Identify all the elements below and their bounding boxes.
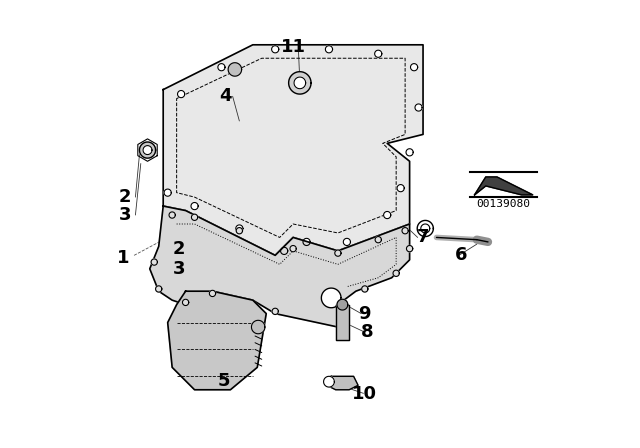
Polygon shape <box>303 238 310 246</box>
Text: 10: 10 <box>352 385 378 403</box>
Text: 9: 9 <box>358 305 371 323</box>
Polygon shape <box>294 77 306 89</box>
Polygon shape <box>163 45 423 255</box>
Polygon shape <box>335 250 341 256</box>
Polygon shape <box>362 286 368 292</box>
Polygon shape <box>336 305 349 340</box>
Text: 00139080: 00139080 <box>477 199 531 209</box>
Polygon shape <box>164 189 172 196</box>
Text: 2: 2 <box>173 240 185 258</box>
Polygon shape <box>252 320 265 334</box>
Polygon shape <box>417 220 433 237</box>
Text: 7: 7 <box>417 228 429 246</box>
Polygon shape <box>321 288 341 308</box>
Polygon shape <box>209 290 216 297</box>
Polygon shape <box>475 177 533 195</box>
Polygon shape <box>236 228 243 234</box>
Polygon shape <box>383 211 391 219</box>
Text: 2: 2 <box>119 188 131 206</box>
Polygon shape <box>280 247 288 254</box>
Polygon shape <box>151 259 157 265</box>
Polygon shape <box>406 246 413 252</box>
Polygon shape <box>191 202 198 210</box>
Polygon shape <box>415 104 422 111</box>
Polygon shape <box>140 142 156 158</box>
Polygon shape <box>335 297 341 303</box>
Polygon shape <box>343 238 351 246</box>
Text: 1: 1 <box>116 249 129 267</box>
Polygon shape <box>271 46 279 53</box>
Polygon shape <box>421 224 430 233</box>
Polygon shape <box>402 228 408 234</box>
Polygon shape <box>177 90 185 98</box>
Polygon shape <box>143 146 152 155</box>
Text: 3: 3 <box>119 206 131 224</box>
Polygon shape <box>337 299 348 310</box>
Polygon shape <box>327 376 358 390</box>
Polygon shape <box>156 286 162 292</box>
Text: 3: 3 <box>173 260 185 278</box>
Text: 4: 4 <box>220 87 232 105</box>
Polygon shape <box>289 72 311 94</box>
Polygon shape <box>393 270 399 276</box>
Text: 11: 11 <box>280 38 306 56</box>
Text: 6: 6 <box>455 246 467 264</box>
Polygon shape <box>272 308 278 314</box>
Polygon shape <box>290 246 296 252</box>
Polygon shape <box>168 291 266 390</box>
Polygon shape <box>397 185 404 192</box>
Polygon shape <box>324 376 334 387</box>
Polygon shape <box>150 206 410 327</box>
Polygon shape <box>375 237 381 243</box>
Polygon shape <box>325 46 333 53</box>
Text: 8: 8 <box>361 323 373 340</box>
Polygon shape <box>236 225 243 232</box>
Text: 5: 5 <box>218 372 230 390</box>
Polygon shape <box>406 149 413 156</box>
Polygon shape <box>191 214 198 220</box>
Polygon shape <box>374 50 382 57</box>
Polygon shape <box>182 299 189 306</box>
Polygon shape <box>169 212 175 218</box>
Polygon shape <box>228 63 242 76</box>
Polygon shape <box>410 64 418 71</box>
Polygon shape <box>218 64 225 71</box>
